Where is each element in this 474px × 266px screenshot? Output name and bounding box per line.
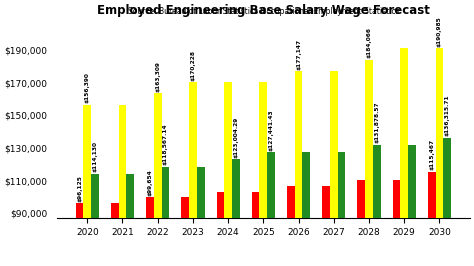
Bar (373, 145, 381, 266)
Text: $115,467: $115,467 (429, 139, 434, 170)
Bar (189, 82, 197, 266)
Text: $118,567.14: $118,567.14 (163, 124, 168, 165)
Bar (287, 186, 295, 266)
Bar (302, 152, 310, 266)
Bar (443, 138, 451, 266)
Bar (182, 197, 189, 266)
Bar (428, 172, 436, 266)
Bar (267, 152, 275, 266)
Text: $114,130: $114,130 (92, 142, 98, 172)
Bar (76, 203, 83, 266)
Bar (232, 159, 240, 266)
Text: Source: Bureau of Labor Statistics Occupational Employment Statistics: Source: Bureau of Labor Statistics Occup… (128, 7, 399, 16)
Bar (357, 180, 365, 266)
Bar (224, 82, 232, 266)
Text: $156,390: $156,390 (85, 73, 90, 103)
Bar (111, 203, 118, 266)
Text: $131,878.57: $131,878.57 (374, 102, 379, 143)
Text: $184,066: $184,066 (366, 27, 372, 58)
Bar (436, 48, 443, 266)
Bar (365, 60, 373, 266)
Bar (252, 192, 259, 266)
Text: $123,004.29: $123,004.29 (233, 117, 238, 158)
Bar (322, 186, 330, 266)
Text: $190,985: $190,985 (437, 16, 442, 47)
Bar (162, 167, 169, 266)
Bar (83, 105, 91, 266)
Title: Employed Engineering Base Salary Wage Forecast: Employed Engineering Base Salary Wage Fo… (97, 4, 430, 17)
Bar (217, 192, 224, 266)
Text: $177,147: $177,147 (296, 38, 301, 69)
Bar (401, 48, 408, 266)
Bar (154, 93, 162, 266)
Text: $99,654: $99,654 (147, 169, 153, 196)
Bar (197, 167, 205, 266)
Text: $96,125: $96,125 (77, 175, 82, 202)
Text: $127,441.43: $127,441.43 (269, 109, 273, 151)
Bar (259, 82, 267, 266)
Bar (127, 174, 134, 266)
Bar (337, 152, 346, 266)
Bar (330, 71, 337, 266)
Bar (91, 174, 99, 266)
Bar (118, 105, 127, 266)
Bar (392, 180, 401, 266)
Bar (408, 145, 416, 266)
Text: $136,315.71: $136,315.71 (445, 95, 450, 136)
Bar (295, 71, 302, 266)
Text: $170,228: $170,228 (191, 50, 195, 81)
Bar (146, 197, 154, 266)
Text: $163,309: $163,309 (155, 61, 160, 92)
